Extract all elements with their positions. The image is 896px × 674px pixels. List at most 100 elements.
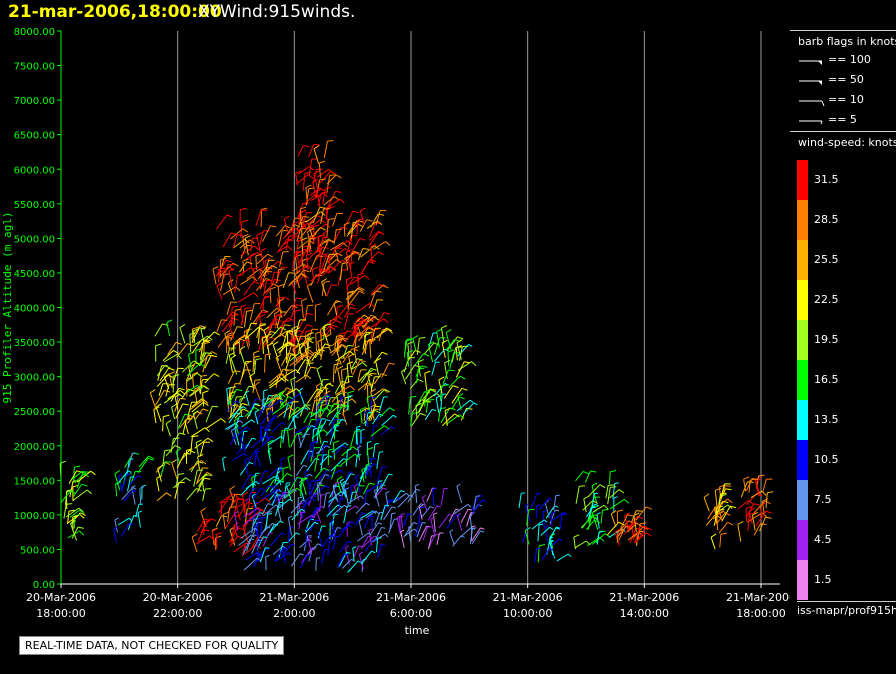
wind-barb xyxy=(377,544,386,558)
wind-barb xyxy=(287,406,303,421)
wind-barb xyxy=(544,524,549,541)
wind-barb xyxy=(186,384,203,393)
wind-barb xyxy=(341,558,356,569)
wind-barb xyxy=(585,503,599,518)
wind-barb xyxy=(412,503,425,516)
wind-barb xyxy=(743,476,750,492)
wind-barb xyxy=(330,458,348,472)
wind-barb xyxy=(442,369,455,384)
wind-barb xyxy=(241,419,256,428)
speed-swatch xyxy=(797,160,808,200)
wind-barb xyxy=(332,535,341,551)
wind-barb xyxy=(279,251,289,267)
wind-barb xyxy=(260,516,267,536)
wind-barb xyxy=(265,555,270,571)
wind-barb xyxy=(155,403,162,422)
wind-barb xyxy=(448,375,466,389)
wind-barb xyxy=(297,239,315,250)
wind-barb xyxy=(596,531,604,545)
wind-barb xyxy=(252,355,260,373)
wind-barb xyxy=(295,425,312,434)
wind-barb xyxy=(354,407,372,416)
wind-barb xyxy=(424,370,431,391)
wind-barb xyxy=(189,385,210,397)
wind-barb xyxy=(363,409,381,425)
wind-barb xyxy=(262,265,278,277)
wind-barb xyxy=(327,448,335,466)
wind-barb xyxy=(242,538,255,555)
wind-barb xyxy=(175,473,185,488)
wind-barb xyxy=(165,419,172,437)
x-tick-label-time: 2:00:00 xyxy=(273,607,315,620)
wind-barb xyxy=(249,252,256,268)
y-tick-label: 7000.00 xyxy=(14,96,55,107)
wind-barb xyxy=(239,461,254,476)
wind-barb xyxy=(298,502,303,519)
wind-barb xyxy=(233,308,242,326)
wind-barb xyxy=(189,399,209,411)
speed-swatch xyxy=(797,240,808,280)
wind-barb xyxy=(155,389,171,406)
speed-swatch xyxy=(797,480,808,520)
speed-swatch xyxy=(797,560,808,600)
wind-barb xyxy=(319,455,333,465)
wind-barb xyxy=(542,510,547,528)
wind-barb xyxy=(553,494,560,511)
wind-barb xyxy=(240,430,248,450)
wind-barb xyxy=(540,526,554,536)
wind-barb xyxy=(418,504,424,520)
wind-barb xyxy=(228,321,235,340)
wind-barb xyxy=(163,353,182,363)
wind-barb xyxy=(314,303,322,322)
wind-barb xyxy=(327,540,334,556)
wind-barb xyxy=(355,474,361,493)
wind-barb xyxy=(426,487,437,502)
wind-barb xyxy=(369,338,376,359)
wind-barb xyxy=(305,252,313,271)
wind-barb xyxy=(291,405,311,416)
wind-barb xyxy=(284,354,297,372)
wind-barb xyxy=(200,507,207,528)
wind-barb xyxy=(259,296,272,310)
wind-barb xyxy=(287,427,294,448)
wind-barb xyxy=(346,395,353,411)
wind-barb xyxy=(274,552,292,562)
wind-barb xyxy=(230,314,239,328)
wind-barb xyxy=(416,391,431,406)
wind-barb xyxy=(717,502,724,522)
wind-barb xyxy=(315,246,329,261)
wind-barb xyxy=(304,304,314,321)
wind-barb xyxy=(244,406,260,417)
wind-barb xyxy=(234,274,244,293)
wind-barb xyxy=(550,511,556,526)
wind-barb-chart: 0.00 500.00 1000.00 1500.00 2000.00 2500.00 30… xyxy=(1,27,790,637)
wind-barb xyxy=(357,248,369,261)
wind-barb xyxy=(333,300,340,316)
wind-barb xyxy=(284,369,293,383)
wind-barb xyxy=(316,383,334,398)
wind-barb xyxy=(320,454,328,471)
wind-barb xyxy=(137,510,143,528)
speed-legend-title: wind-speed: knots xyxy=(798,136,896,149)
wind-barb xyxy=(259,230,270,245)
wind-barb xyxy=(114,517,119,533)
wind-barb xyxy=(263,326,270,343)
wind-barb xyxy=(370,388,377,407)
wind-barb xyxy=(217,335,232,348)
wind-barb xyxy=(354,512,367,526)
wind-barb xyxy=(456,483,463,504)
wind-barb xyxy=(180,449,196,461)
wind-barb xyxy=(265,318,282,334)
x-axis-label: time xyxy=(405,624,430,637)
wind-barb xyxy=(306,458,320,472)
y-tick-label: 1500.00 xyxy=(14,476,55,487)
wind-barb xyxy=(747,512,756,531)
wind-barb xyxy=(356,425,361,445)
wind-barb xyxy=(128,452,137,468)
barb-flag-icon xyxy=(799,80,822,85)
wind-barb xyxy=(703,493,710,512)
wind-barb xyxy=(369,396,377,413)
wind-barb xyxy=(229,383,242,398)
wind-barb xyxy=(228,527,244,544)
wind-barb xyxy=(600,508,609,524)
